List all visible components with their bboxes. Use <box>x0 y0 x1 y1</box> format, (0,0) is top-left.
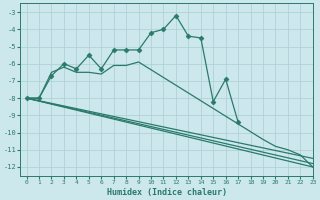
X-axis label: Humidex (Indice chaleur): Humidex (Indice chaleur) <box>107 188 227 197</box>
